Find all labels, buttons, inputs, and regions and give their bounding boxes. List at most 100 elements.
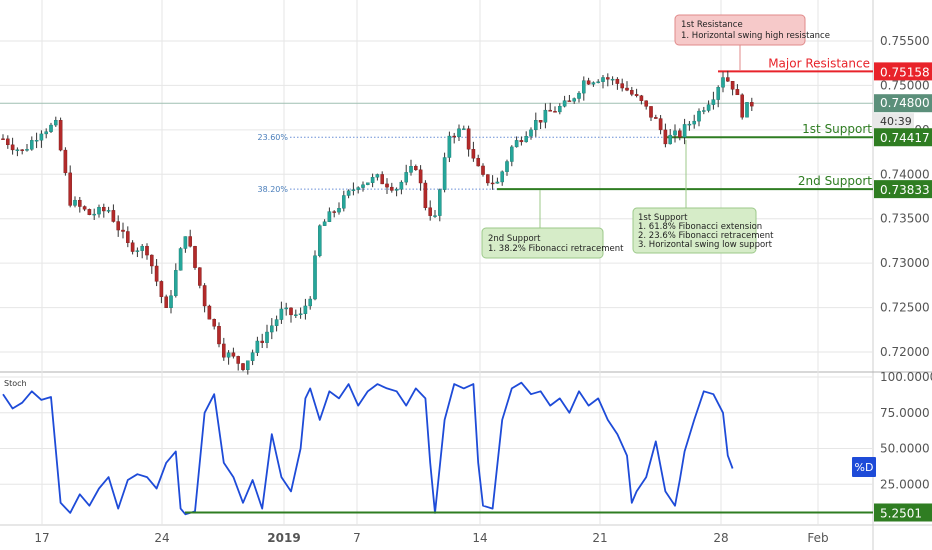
candle-body	[519, 140, 524, 143]
candle-body	[318, 225, 322, 256]
time-tick-label: 2019	[267, 531, 300, 545]
candle-body	[433, 215, 437, 217]
candle-body	[476, 158, 481, 167]
candle-body	[442, 157, 447, 190]
time-tick-label: Feb	[807, 531, 828, 545]
horizontal-levels: Major Resistance 1st Support 2nd Support	[0, 56, 873, 191]
candle-body	[529, 129, 533, 137]
candle-body	[327, 211, 332, 222]
candle-body	[447, 135, 452, 158]
callouts: 1st Resistance 1. Horizontal swing high …	[481, 14, 830, 259]
candle-body	[404, 172, 409, 183]
candle-body	[10, 144, 15, 151]
candle-body	[428, 207, 433, 216]
candle-body	[606, 77, 610, 80]
candle-body	[390, 186, 394, 191]
callout-support-1-line3: 3. Horizontal swing low support	[638, 240, 773, 250]
candle-body	[116, 221, 120, 231]
candle-body	[553, 111, 557, 113]
candle-body	[245, 360, 250, 370]
candle-body	[63, 149, 68, 174]
candle-body	[207, 305, 212, 320]
candle-body	[726, 77, 730, 82]
candle-body	[39, 133, 44, 141]
callout-support-1-line1: 1. 61.8% Fibonacci extension	[638, 222, 762, 232]
candle-body	[745, 102, 749, 118]
candle-body	[750, 102, 754, 107]
candle-body	[154, 265, 159, 282]
candle-body	[226, 352, 231, 358]
candle-body	[702, 110, 706, 112]
candle-body	[97, 206, 101, 215]
candle-body	[423, 182, 428, 208]
stoch-tick-label: 75.0000	[880, 406, 930, 420]
candle-body	[111, 210, 116, 222]
candle-body	[697, 110, 701, 122]
callout-support-1-line2: 2. 23.6% Fibonacci retracement	[638, 231, 774, 241]
candle-body	[92, 213, 96, 216]
time-tick-label: 14	[472, 531, 487, 545]
candle-body	[418, 169, 423, 184]
candle-body	[740, 94, 744, 118]
candle-body	[270, 325, 274, 333]
candle-body	[668, 134, 672, 145]
candle-body	[313, 255, 317, 300]
stoch-tick-label: 25.0000	[880, 477, 930, 491]
candle-body	[500, 171, 505, 183]
stoch-series-label: %D	[855, 461, 874, 474]
candle-body	[730, 81, 735, 90]
callout-support-2-box	[481, 227, 604, 259]
candle-body	[30, 140, 34, 150]
candle-body	[221, 343, 226, 358]
candle-body	[337, 208, 341, 213]
candle-body	[140, 245, 145, 251]
candle-body	[548, 109, 552, 112]
price-tick-label: 0.73000	[880, 256, 930, 270]
candle-body	[438, 189, 442, 216]
candle-body	[721, 77, 725, 88]
candle-body	[164, 296, 169, 308]
stoch-support-tag	[874, 503, 932, 522]
candle-body	[663, 129, 668, 145]
candle-body	[649, 106, 653, 118]
time-tick-label: 17	[34, 531, 49, 545]
candle-body	[414, 165, 418, 171]
callout-support-2: 2nd Support 1. 38.2% Fibonacci retraceme…	[481, 190, 624, 259]
candle-body	[274, 319, 279, 326]
candle-body	[289, 307, 293, 316]
callout-support-1-box	[632, 207, 757, 254]
price-tick-label: 0.72500	[880, 301, 930, 315]
candle-body	[159, 281, 164, 297]
candle-body	[673, 130, 677, 136]
candle-body	[54, 120, 58, 126]
candle-body	[567, 100, 572, 102]
candle-body	[346, 190, 351, 196]
candle-body	[639, 95, 644, 101]
callout-support-1-title: 1st Support	[638, 213, 688, 223]
candle-body	[145, 245, 149, 256]
major-resistance-label: Major Resistance	[768, 56, 870, 70]
time-tick-label: 7	[353, 531, 361, 545]
candle-body	[366, 182, 370, 185]
candle-body	[241, 363, 245, 370]
countdown-timer: 40:39	[880, 115, 912, 128]
candle-body	[5, 138, 10, 146]
current-price-value: 0.74800	[880, 96, 930, 110]
candle-body	[457, 128, 461, 138]
countdown-tag	[874, 113, 914, 130]
candle-body	[193, 246, 197, 268]
candle-body	[572, 98, 576, 102]
callout-resistance-1-line1: 1. Horizontal swing high resistance	[681, 31, 830, 41]
candle-body	[125, 231, 130, 243]
candle-body	[514, 140, 519, 148]
first-support-label: 1st Support	[802, 122, 872, 136]
candle-body	[596, 81, 600, 83]
current-price-tag	[874, 94, 932, 113]
candle-body	[178, 248, 183, 271]
candle-body	[1, 138, 5, 140]
candle-body	[735, 89, 740, 96]
candle-body	[169, 295, 173, 308]
candle-body	[250, 352, 255, 361]
